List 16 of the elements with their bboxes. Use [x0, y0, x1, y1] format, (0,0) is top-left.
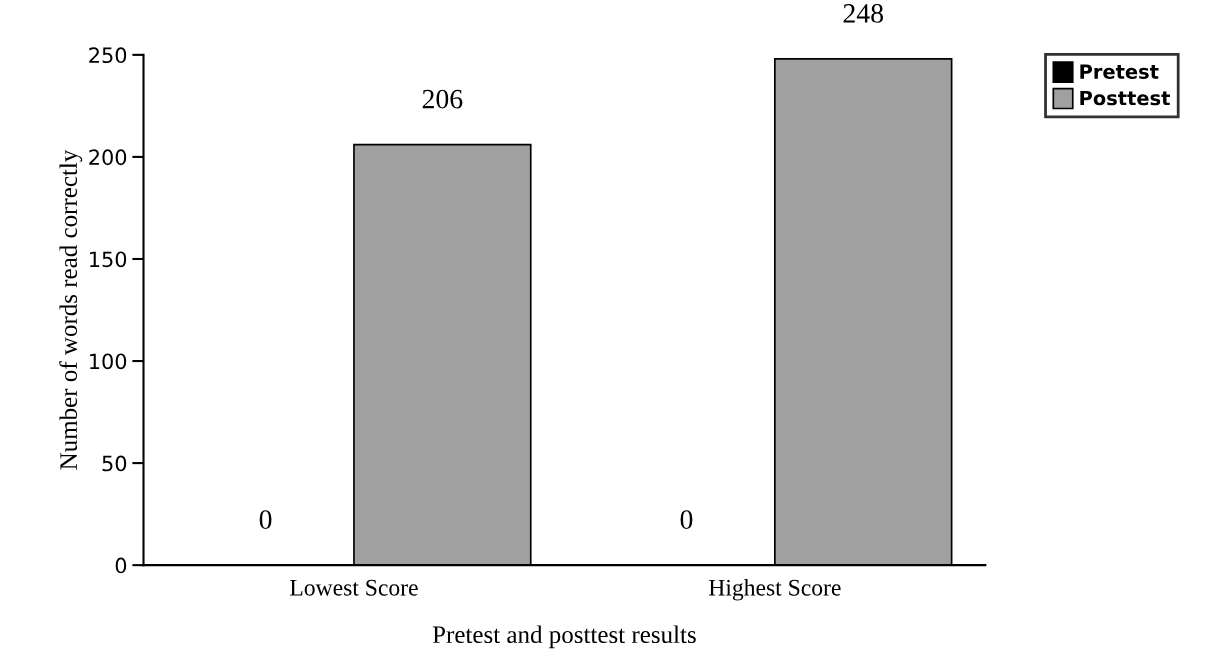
- y-tick-label: 150: [90, 251, 127, 268]
- y-tick-label: 250: [89, 47, 127, 64]
- y-tick-label: 200: [89, 149, 127, 166]
- y-tick-label: 50: [102, 455, 127, 472]
- x-tick-label: Highest Score: [708, 579, 841, 601]
- data-label: 248: [843, 4, 884, 23]
- legend-label: Posttest: [1080, 90, 1170, 106]
- data-label: 0: [680, 510, 693, 529]
- x-tick-label: Lowest Score: [290, 579, 418, 596]
- y-tick-label: 100: [90, 353, 127, 370]
- legend-label: Pretest: [1080, 64, 1159, 79]
- y-axis-title: Number of words read correctly: [59, 149, 83, 470]
- x-axis-title: Pretest and posttest results: [432, 625, 696, 649]
- y-tick-label: 0: [115, 557, 127, 574]
- data-label: 206: [422, 89, 463, 109]
- data-label: 0: [259, 510, 272, 529]
